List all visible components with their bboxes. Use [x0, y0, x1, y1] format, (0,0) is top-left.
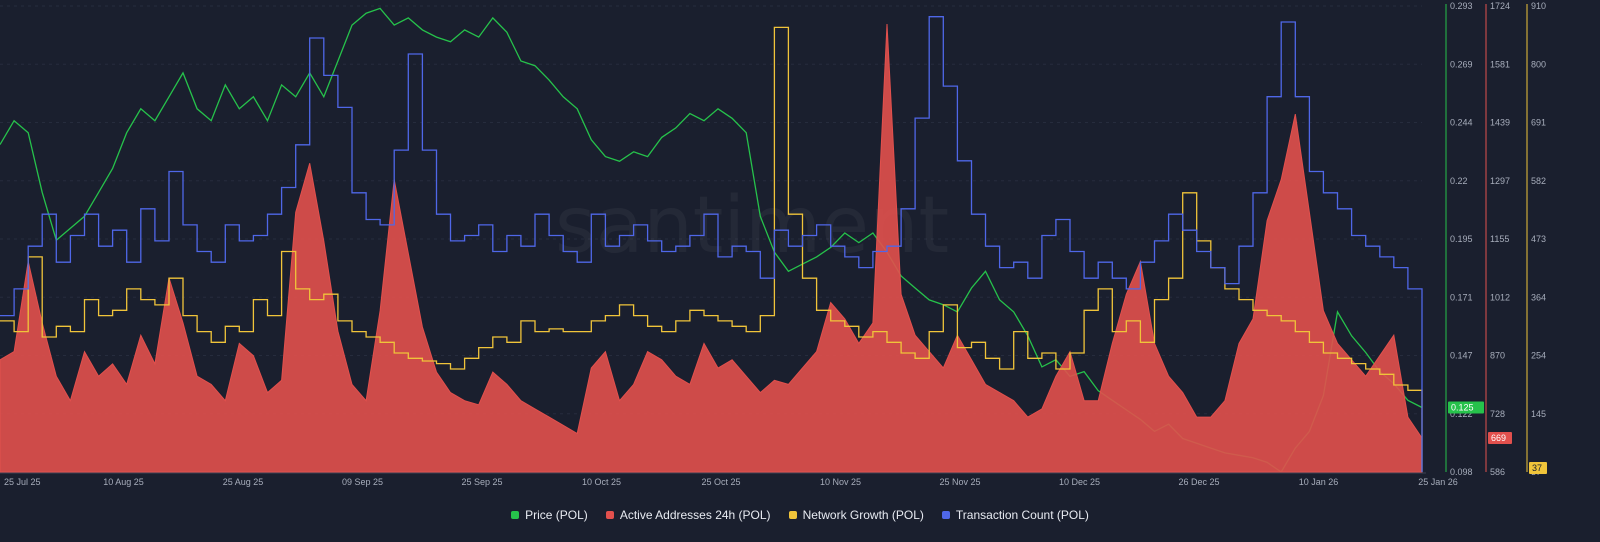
series-active-addresses-24h-pol-area: [0, 23, 1423, 473]
y-tick-growth-1: 800: [1531, 59, 1546, 69]
legend-swatch-price: [511, 511, 520, 519]
legend-label-network-growth: Network Growth (POL): [802, 508, 924, 522]
y-tick-price-6: 0.147: [1450, 351, 1473, 361]
y-tick-growth-6: 254: [1531, 351, 1546, 361]
x-tick-0: 25 Jul 25: [4, 477, 41, 487]
current-badge-text-price: 0.125: [1451, 402, 1474, 412]
x-tick-3: 09 Sep 25: [342, 477, 383, 487]
y-tick-price-5: 0.171: [1450, 292, 1473, 302]
x-tick-9: 10 Dec 25: [1059, 477, 1100, 487]
legend-item-price[interactable]: Price (POL): [511, 508, 588, 522]
current-badge-growth: [1529, 462, 1547, 474]
y-tick-price-3: 0.22: [1450, 176, 1468, 186]
current-badge-active: [1488, 432, 1512, 445]
legend-item-transaction-count[interactable]: Transaction Count (POL): [941, 508, 1089, 522]
x-tick-6: 25 Oct 25: [701, 477, 740, 487]
x-tick-7: 10 Nov 25: [820, 477, 861, 487]
y-tick-active-6: 870: [1490, 351, 1505, 361]
legend-item-active-addresses[interactable]: Active Addresses 24h (POL): [605, 508, 771, 522]
legend-label-active-addresses: Active Addresses 24h (POL): [619, 508, 771, 522]
x-tick-11: 10 Jan 26: [1299, 477, 1339, 487]
y-tick-active-7: 728: [1490, 409, 1505, 419]
y-tick-growth-4: 473: [1531, 234, 1546, 244]
current-badge-price: [1448, 401, 1484, 414]
y-tick-active-5: 1012: [1490, 292, 1510, 302]
series-transaction-count-pol-line: [0, 16, 1423, 472]
y-tick-active-3: 1297: [1490, 176, 1510, 186]
y-tick-growth-7: 145: [1531, 409, 1546, 419]
legend-swatch-network-growth: [788, 511, 797, 519]
y-tick-active-4: 1155: [1490, 234, 1509, 244]
y-tick-active-2: 1439: [1490, 118, 1510, 128]
y-tick-active-8: 586: [1490, 467, 1505, 477]
y-tick-growth-2: 691: [1531, 118, 1546, 128]
x-tick-8: 25 Nov 25: [939, 477, 980, 487]
y-tick-growth-3: 582: [1531, 176, 1546, 186]
x-tick-2: 25 Aug 25: [223, 477, 264, 487]
series-network-growth-pol-line: [0, 26, 1423, 472]
current-badge-text-growth: 37: [1532, 463, 1542, 473]
legend-item-network-growth[interactable]: Network Growth (POL): [788, 508, 924, 522]
y-tick-growth-0: 910: [1531, 1, 1546, 11]
y-tick-price-4: 0.195: [1450, 234, 1473, 244]
y-tick-growth-5: 364: [1531, 292, 1546, 302]
x-tick-12: 25 Jan 26: [1418, 477, 1458, 487]
x-tick-5: 10 Oct 25: [582, 477, 621, 487]
legend: Price (POL) Active Addresses 24h (POL) N…: [0, 508, 1600, 522]
y-tick-price-2: 0.244: [1450, 118, 1473, 128]
y-tick-price-1: 0.269: [1450, 59, 1473, 69]
y-tick-price-8: 0.098: [1450, 467, 1473, 477]
current-badge-text-active: 669: [1491, 433, 1506, 443]
y-tick-active-0: 1724: [1490, 1, 1510, 11]
legend-swatch-transaction-count: [941, 511, 950, 519]
legend-label-transaction-count: Transaction Count (POL): [955, 508, 1089, 522]
x-tick-1: 10 Aug 25: [103, 477, 144, 487]
x-tick-4: 25 Sep 25: [461, 477, 502, 487]
x-tick-10: 26 Dec 25: [1178, 477, 1219, 487]
legend-swatch-active-addresses: [605, 511, 614, 519]
y-tick-active-1: 1581: [1490, 59, 1510, 69]
legend-label-price: Price (POL): [525, 508, 588, 522]
y-tick-price-0: 0.293: [1450, 1, 1473, 11]
y-tick-price-7: 0.122: [1450, 409, 1473, 419]
